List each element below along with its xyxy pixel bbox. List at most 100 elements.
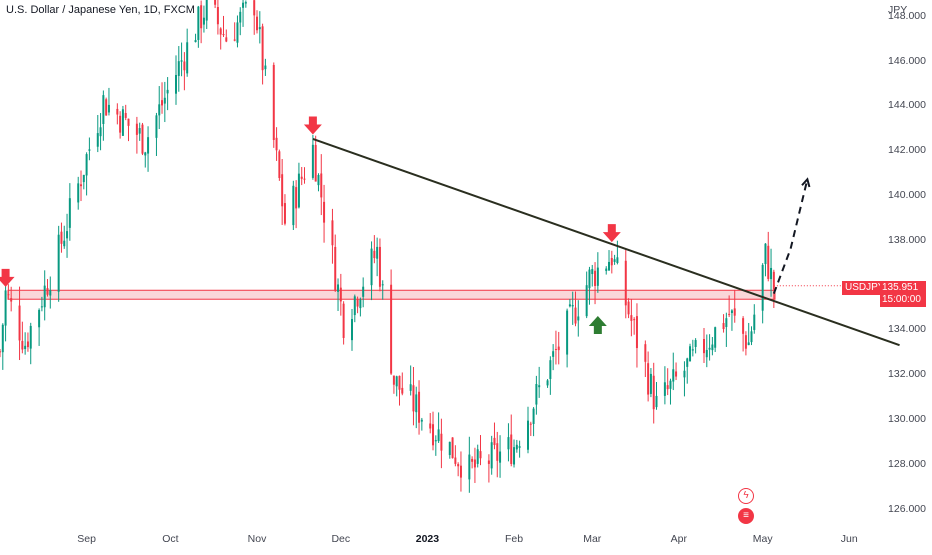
- time-tick-label: Oct: [162, 533, 179, 545]
- candle-body: [767, 245, 770, 279]
- candle-body: [253, 0, 256, 16]
- chart-title: U.S. Dollar / Japanese Yen, 1D, FXCM: [6, 4, 195, 16]
- candle-body: [24, 345, 27, 350]
- candle-body: [722, 323, 725, 330]
- candle-body: [669, 380, 672, 389]
- candle-body: [38, 309, 41, 328]
- candle-body: [409, 384, 412, 391]
- candle-body: [18, 305, 21, 341]
- candle-body: [518, 446, 521, 448]
- arrow-down-icon: [0, 268, 15, 287]
- symbol-price-label: USDJPY: [842, 281, 888, 295]
- candle-body: [401, 387, 404, 394]
- candle-body: [652, 375, 655, 410]
- candle-body: [342, 303, 345, 338]
- candle-body: [297, 173, 300, 208]
- candle-body: [314, 144, 317, 182]
- price-axis-currency: JPY: [888, 4, 908, 16]
- candle-body: [107, 104, 110, 113]
- candle-body: [451, 437, 454, 459]
- candle-body: [390, 284, 393, 374]
- candle-body: [644, 344, 647, 362]
- candle-body: [412, 385, 415, 412]
- price-tick-label: 146.000: [888, 54, 926, 67]
- candle-body: [26, 341, 29, 348]
- bar-countdown: 15:00:00: [882, 294, 921, 305]
- candle-body: [197, 6, 200, 40]
- price-axis[interactable]: 126.000128.000130.000132.000134.000136.0…: [880, 0, 932, 520]
- candle-body: [568, 304, 571, 307]
- arrow-up-icon: [588, 316, 607, 335]
- candle-body: [80, 184, 83, 187]
- candle-body: [222, 34, 225, 36]
- candle-body: [725, 318, 728, 328]
- candle-body: [373, 250, 376, 259]
- candle-body: [183, 61, 186, 71]
- arrow-down-icon: [602, 224, 621, 243]
- candle-body: [574, 307, 577, 324]
- candle-body: [499, 451, 502, 463]
- candle-body: [663, 382, 666, 396]
- candle-body: [708, 347, 711, 350]
- time-tick-label: 2023: [415, 533, 440, 545]
- candle-body: [4, 290, 7, 326]
- price-tick-label: 138.000: [888, 233, 926, 246]
- candle-body: [691, 349, 694, 351]
- candle-body: [753, 314, 756, 330]
- candle-body: [135, 123, 138, 135]
- candle-body: [770, 267, 773, 280]
- candle-body: [177, 61, 180, 76]
- candle-body: [633, 319, 636, 321]
- arrow-down-icon: [303, 116, 322, 135]
- candle-body: [166, 89, 169, 94]
- candle-body: [29, 325, 32, 349]
- events-icon[interactable]: ≡: [738, 508, 754, 524]
- time-tick-label: Nov: [247, 533, 267, 545]
- time-tick-label: Dec: [331, 533, 351, 545]
- candle-body: [434, 440, 437, 442]
- price-tick-label: 126.000: [888, 502, 926, 515]
- candle-body: [588, 269, 591, 289]
- candle-body: [507, 437, 510, 450]
- price-tick-label: 140.000: [888, 189, 926, 201]
- candle-body: [554, 348, 557, 350]
- candle-body: [88, 149, 91, 151]
- price-tick-label: 148.000: [888, 9, 926, 22]
- candle-body: [515, 444, 518, 450]
- candle-body: [432, 424, 435, 446]
- candle-body: [728, 313, 731, 315]
- candle-body: [672, 369, 675, 382]
- candle-body: [300, 176, 303, 179]
- candle-body: [448, 441, 451, 456]
- candle-body: [147, 137, 150, 154]
- candle-body: [616, 257, 619, 263]
- candle-body: [205, 0, 208, 21]
- candle-body: [675, 371, 678, 377]
- candle-body: [694, 340, 697, 347]
- lightning-icon[interactable]: ϟ: [738, 488, 754, 504]
- candle-body: [479, 451, 482, 459]
- candle-body: [351, 319, 353, 341]
- candle-body: [334, 246, 337, 291]
- candle-body: [66, 231, 69, 239]
- candle-body: [21, 340, 24, 350]
- candle-body: [49, 290, 52, 296]
- candle-body: [761, 264, 764, 311]
- candle-body: [105, 99, 108, 116]
- candle-body: [214, 0, 217, 5]
- candle-body: [175, 74, 177, 94]
- candle-body: [124, 112, 127, 118]
- candle-body: [490, 442, 493, 469]
- time-tick-label: Mar: [583, 533, 602, 545]
- candle-body: [627, 301, 630, 315]
- candle-body: [242, 2, 245, 8]
- candle-body: [471, 458, 474, 462]
- trendline: [312, 138, 900, 347]
- candle-body: [292, 185, 295, 226]
- projection-arrowhead: [801, 177, 811, 188]
- candle-body: [705, 349, 708, 358]
- candle-body: [278, 151, 281, 179]
- time-tick-label: Sep: [77, 533, 96, 545]
